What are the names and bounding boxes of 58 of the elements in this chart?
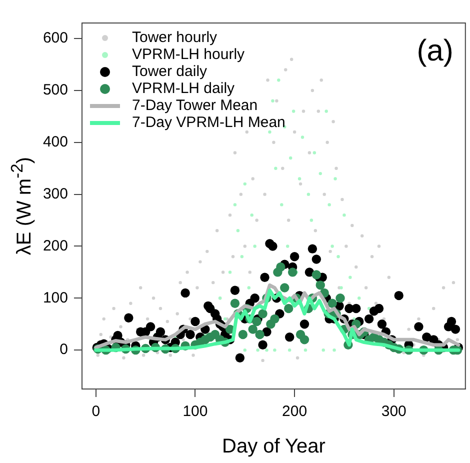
- point: [348, 276, 352, 279]
- point: [274, 166, 278, 170]
- point: [228, 270, 232, 274]
- y-tick-label: 0: [60, 341, 68, 358]
- point: [330, 244, 334, 248]
- point: [306, 192, 310, 196]
- x-tick-label: 200: [282, 403, 308, 420]
- point: [253, 244, 256, 248]
- point: [265, 348, 268, 352]
- legend-label: VPRM-LH hourly: [132, 46, 245, 63]
- point: [288, 156, 292, 160]
- point: [247, 286, 250, 290]
- y-tick-label: 600: [42, 30, 68, 47]
- point: [277, 78, 280, 82]
- y-tick-label: 300: [42, 185, 68, 202]
- point: [334, 177, 337, 180]
- point: [233, 203, 237, 206]
- point: [273, 348, 276, 352]
- point: [268, 130, 272, 134]
- point: [342, 213, 346, 217]
- point: [328, 203, 331, 206]
- annotation: (a): [416, 34, 454, 68]
- point: [300, 136, 304, 139]
- point: [256, 348, 260, 352]
- point: [336, 255, 340, 258]
- x-tick-label: 0: [92, 403, 100, 420]
- point: [298, 177, 302, 180]
- legend-label: 7-Day Tower Mean: [132, 97, 258, 114]
- point: [322, 348, 325, 352]
- point: [271, 99, 274, 102]
- point: [312, 151, 316, 154]
- point: [240, 255, 244, 258]
- x-tick-label: 100: [182, 403, 208, 420]
- point: [324, 110, 328, 113]
- point: [358, 296, 361, 300]
- point: [367, 306, 371, 310]
- point: [318, 172, 322, 176]
- point: [292, 110, 296, 113]
- legend-label: Tower daily: [132, 63, 208, 80]
- y-tick-label: 500: [42, 82, 68, 99]
- point: [304, 348, 308, 352]
- y-tick-label: 200: [42, 237, 68, 254]
- point: [236, 229, 240, 232]
- point: [310, 218, 314, 222]
- legend-label: 7-Day VPRM-LH Mean: [132, 114, 286, 131]
- x-axis-title: Day of Year: [222, 436, 326, 458]
- point: [332, 348, 336, 352]
- point: [288, 348, 292, 352]
- point: [280, 203, 284, 206]
- legend-label: VPRM-LH daily: [132, 80, 235, 97]
- legend-label: Tower hourly: [132, 29, 218, 46]
- x-tick-label: 300: [381, 403, 406, 420]
- point: [243, 348, 246, 352]
- point: [250, 213, 254, 217]
- y-tick-label: 400: [42, 134, 68, 151]
- point: [286, 244, 290, 248]
- y-tick-label: 100: [42, 289, 68, 306]
- point: [243, 182, 246, 186]
